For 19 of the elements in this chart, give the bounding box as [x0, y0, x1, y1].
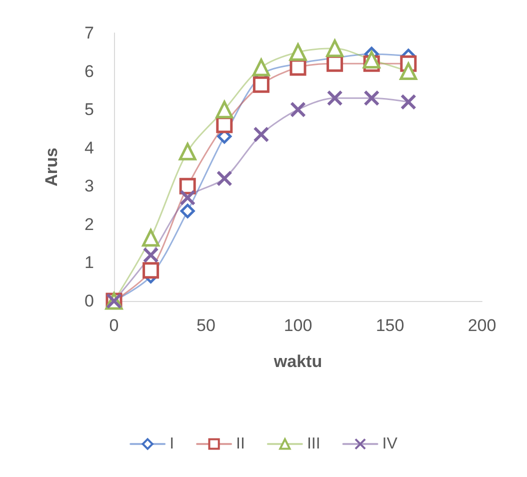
x-tick-label: 200: [468, 316, 496, 335]
legend-label: III: [306, 436, 320, 452]
x-axis-title: waktu: [272, 352, 322, 371]
y-tick-label: 6: [84, 62, 94, 81]
legend-label: II: [236, 436, 245, 452]
legend-label: I: [170, 436, 174, 452]
y-tick-label: 1: [84, 253, 94, 272]
y-tick-label: 0: [84, 292, 94, 310]
y-tick-label: 7: [84, 24, 94, 42]
x-tick-label: 50: [196, 316, 216, 335]
y-tick-label: 4: [84, 138, 94, 158]
x-tick-label: 100: [284, 316, 312, 335]
y-tick-label: 2: [84, 214, 94, 234]
x-tick-label: 150: [376, 316, 404, 335]
y-axis-title: Arus: [42, 148, 61, 186]
x-tick-label: 0: [109, 316, 119, 335]
legend-label: IV: [382, 436, 398, 452]
y-tick-label: 3: [84, 176, 94, 196]
y-tick-label: 5: [84, 100, 94, 120]
